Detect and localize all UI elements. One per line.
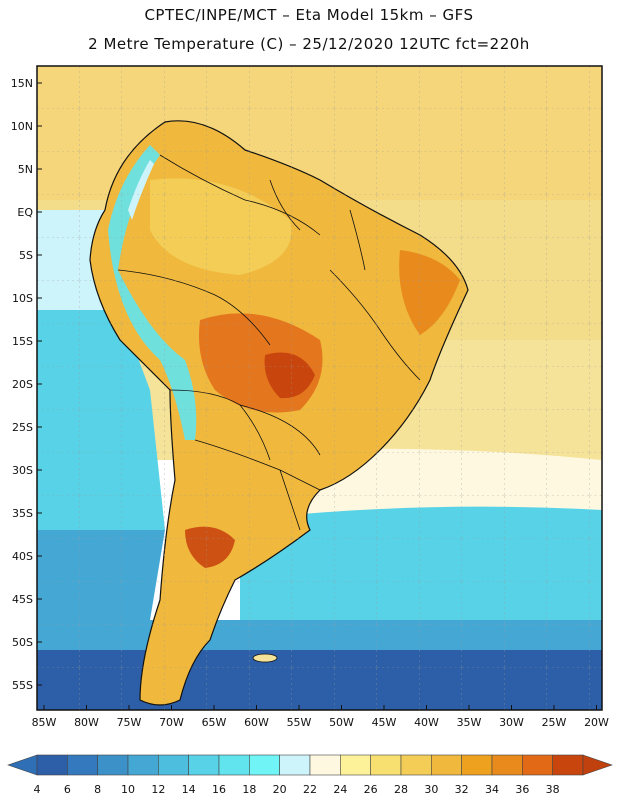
lon-label: 65W — [202, 716, 227, 729]
temperature-colorbar: 4 6 8 10 12 14 16 18 20 22 24 26 28 30 32 34 36 38 — [7, 754, 613, 796]
colorbar-cell — [461, 754, 493, 776]
lon-label: 20W — [584, 716, 609, 729]
colorbar-label: 12 — [151, 783, 165, 796]
lon-label: 55W — [287, 716, 312, 729]
lon-label: 70W — [159, 716, 184, 729]
lat-label: 50S — [12, 636, 33, 649]
colorbar-label: 34 — [485, 783, 499, 796]
colorbar-cell — [431, 754, 462, 776]
colorbar-cell — [127, 754, 159, 776]
colorbar-label: 22 — [303, 783, 317, 796]
lat-label: 45S — [12, 593, 33, 606]
colorbar-cell — [97, 754, 129, 776]
title-line-2: 2 Metre Temperature (C) – 25/12/2020 12U… — [88, 35, 530, 53]
colorbar-label: 26 — [364, 783, 378, 796]
colorbar-label: 20 — [273, 783, 287, 796]
map-frame — [36, 65, 603, 711]
lon-label: 40W — [414, 716, 439, 729]
colorbar-label: 6 — [64, 783, 71, 796]
colorbar-low-arrow — [7, 754, 38, 776]
title-line-1: CPTEC/INPE/MCT – Eta Model 15km – GFS — [144, 6, 474, 24]
colorbar-label: 30 — [424, 783, 438, 796]
colorbar-cell — [249, 754, 280, 776]
lon-label: 85W — [32, 716, 57, 729]
lat-label: 15S — [12, 335, 33, 348]
lat-label: 55S — [12, 679, 33, 692]
lat-label: 20S — [12, 378, 33, 391]
lat-label: EQ — [17, 206, 33, 219]
colorbar-cell — [491, 754, 523, 776]
longitude-labels: 85W 80W 75W 70W 65W 60W 55W 50W 45W 40W 35W 30W 25W 2… — [32, 705, 609, 729]
lat-label: 40S — [12, 550, 33, 563]
colorbar-cell — [400, 754, 432, 776]
colorbar-label: 36 — [515, 783, 529, 796]
colorbar-label: 32 — [455, 783, 469, 796]
lon-label: 35W — [457, 716, 482, 729]
lon-label: 45W — [372, 716, 397, 729]
colorbar-label: 8 — [94, 783, 101, 796]
colorbar-label: 16 — [212, 783, 226, 796]
colorbar-label: 24 — [333, 783, 347, 796]
lon-label: 60W — [244, 716, 269, 729]
colorbar-high-arrow — [582, 754, 613, 776]
lat-label: 35S — [12, 507, 33, 520]
colorbar-cell — [67, 754, 98, 776]
colorbar-label: 38 — [546, 783, 560, 796]
lat-label: 25S — [12, 421, 33, 434]
colorbar-label: 4 — [34, 783, 41, 796]
colorbar-label: 10 — [121, 783, 135, 796]
latitude-labels: 15N 10N 5N EQ 5S 10S 15S 20S 25S 30S 35S 40S 45S 50S 5… — [11, 77, 42, 692]
colorbar-label: 28 — [394, 783, 408, 796]
lon-label: 25W — [542, 716, 567, 729]
lon-label: 30W — [499, 716, 524, 729]
colorbar-cell — [279, 754, 311, 776]
lat-label: 30S — [12, 464, 33, 477]
colorbar-cell — [370, 754, 402, 776]
lon-label: 75W — [117, 716, 142, 729]
colorbar-cell — [218, 754, 250, 776]
colorbar-cell — [552, 754, 584, 776]
lat-label: 5S — [19, 249, 33, 262]
colorbar-label: 18 — [242, 783, 256, 796]
colorbar-cell — [188, 754, 220, 776]
lon-label: 80W — [74, 716, 99, 729]
colorbar-cell — [309, 754, 341, 776]
colorbar-cell — [158, 754, 189, 776]
colorbar-cell — [522, 754, 553, 776]
lat-label: 10N — [11, 120, 33, 133]
lat-label: 15N — [11, 77, 33, 90]
lat-lon-grid — [37, 66, 602, 710]
colorbar-label: 14 — [182, 783, 196, 796]
temperature-map: 15N 10N 5N EQ 5S 10S 15S 20S 25S 30S 35S 40S 45S 50S 5… — [11, 65, 609, 729]
lat-label: 10S — [12, 292, 33, 305]
lat-label: 5N — [18, 163, 33, 176]
colorbar-cell — [340, 754, 371, 776]
colorbar-cell — [36, 754, 68, 776]
lon-label: 50W — [329, 716, 354, 729]
